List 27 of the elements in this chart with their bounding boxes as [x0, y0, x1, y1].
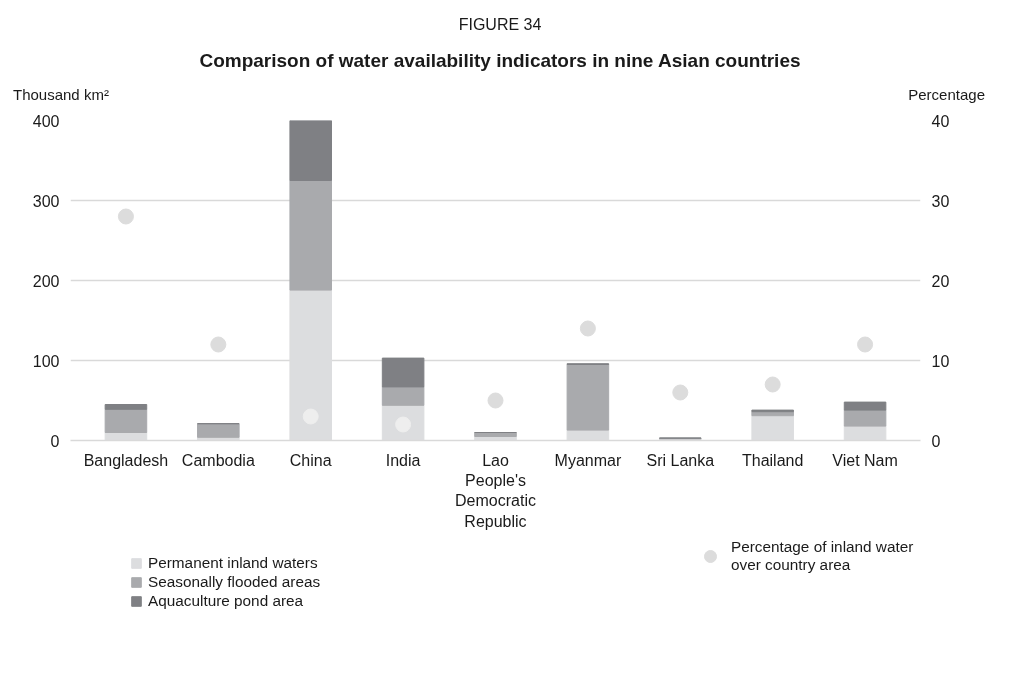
x-tick-label: Bangladesh — [83, 451, 169, 469]
y-tick-label: 100 — [32, 352, 60, 370]
x-tick-label: Viet Nam — [832, 451, 898, 469]
legend-label: Percentage of inland water over country area — [731, 538, 914, 575]
x-tick-label: Thailand — [741, 451, 804, 469]
y2-axis-title: Percentage — [908, 85, 985, 105]
x-tick-label: Lao People's Democratic Republic — [455, 451, 536, 531]
y2-tick-label: 0 — [931, 432, 941, 450]
legend-label: Seasonally flooded areas — [148, 573, 321, 592]
x-tick-label: China — [289, 451, 332, 469]
chart-title: FIGURE 34 — [458, 15, 542, 35]
y2-tick-label: 40 — [931, 112, 950, 130]
y2-tick-label: 10 — [931, 352, 950, 370]
y2-tick-label: 30 — [931, 192, 950, 210]
y2-tick-label: 20 — [931, 272, 950, 290]
chart-subtitle: Comparison of water availability indicators in nine Asian countries — [199, 48, 801, 73]
x-tick-label: India — [385, 451, 421, 469]
y-tick-label: 200 — [32, 272, 60, 290]
y-tick-label: 300 — [32, 192, 60, 210]
legend-label: Aquaculture pond area — [148, 592, 304, 611]
x-tick-label: Cambodia — [181, 451, 255, 469]
x-tick-label: Sri Lanka — [646, 451, 715, 469]
legend-label: Permanent inland waters — [148, 554, 318, 573]
x-tick-label: Myanmar — [554, 451, 622, 469]
y-tick-label: 400 — [32, 112, 60, 130]
y-tick-label: 0 — [50, 432, 60, 450]
y-axis-title: Thousand km² — [13, 85, 109, 105]
